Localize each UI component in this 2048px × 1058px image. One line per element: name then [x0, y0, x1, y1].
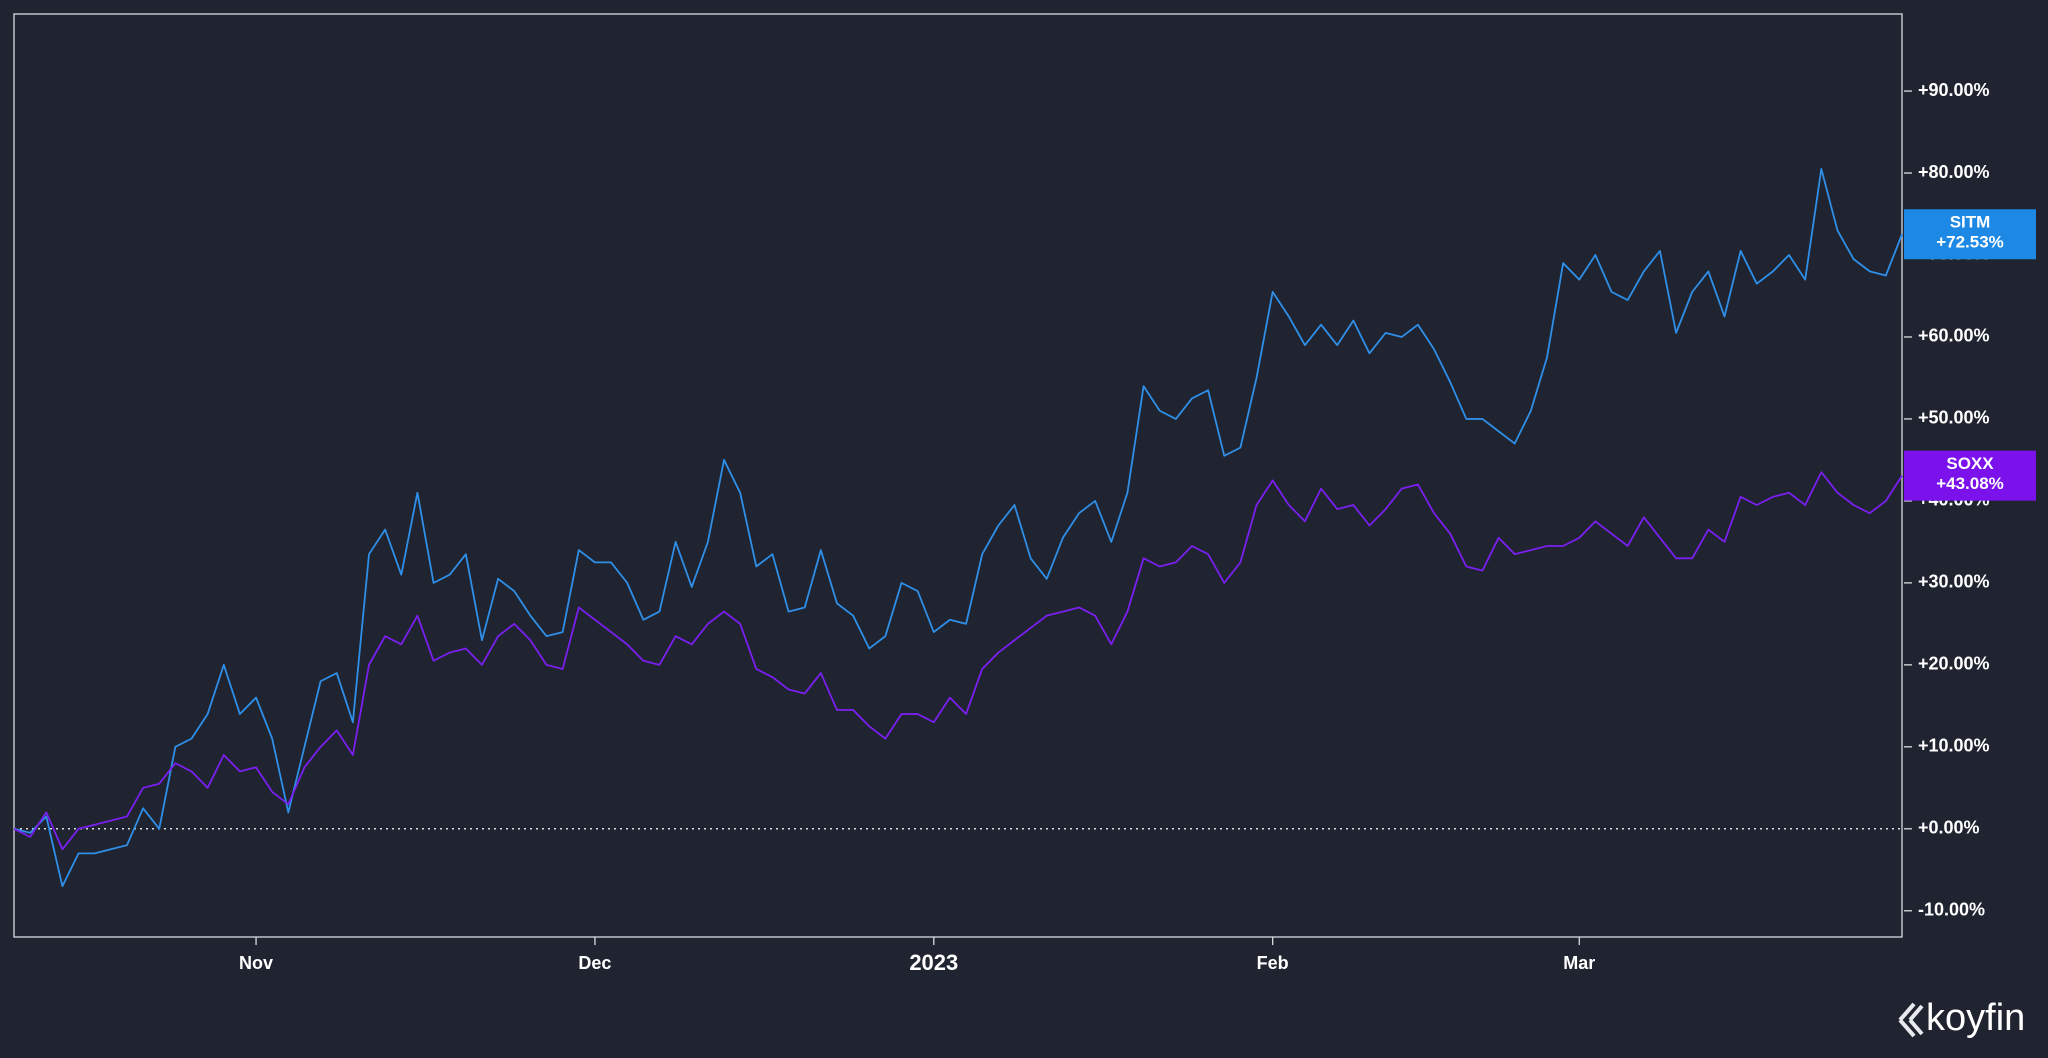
logo: koyfin	[1898, 997, 2025, 1039]
y-tick-label: +50.00%	[1918, 408, 1990, 428]
y-tick-label: +0.00%	[1918, 818, 1980, 838]
logo-icon	[1898, 1002, 1924, 1038]
series-line	[13, 168, 1903, 888]
plot-frame	[13, 13, 1903, 938]
series-line	[13, 471, 1903, 851]
series-name: SOXX	[1946, 454, 1994, 473]
y-tick-label: +30.00%	[1918, 572, 1990, 592]
last-value-tag	[1904, 450, 2036, 501]
last-value-label: +43.08%	[1936, 474, 2004, 493]
y-tick-label: +10.00%	[1918, 736, 1990, 756]
y-tick-label: -10.00%	[1918, 900, 1985, 920]
y-tick-label: +90.00%	[1918, 80, 1990, 100]
last-value-tag	[1904, 209, 2036, 260]
y-tick-label: +60.00%	[1918, 326, 1990, 346]
y-tick-label: +20.00%	[1918, 654, 1990, 674]
x-tick-label: Nov	[239, 953, 273, 973]
x-tick-label: Feb	[1257, 953, 1289, 973]
watermark: koyfin	[1926, 997, 2025, 1039]
last-value-label: +72.53%	[1936, 233, 2004, 252]
x-tick-label: 2023	[909, 950, 958, 975]
x-tick-label: Dec	[578, 953, 611, 973]
x-tick-label: Mar	[1563, 953, 1595, 973]
y-tick-label: +80.00%	[1918, 162, 1990, 182]
series-name: SITM	[1950, 213, 1991, 232]
